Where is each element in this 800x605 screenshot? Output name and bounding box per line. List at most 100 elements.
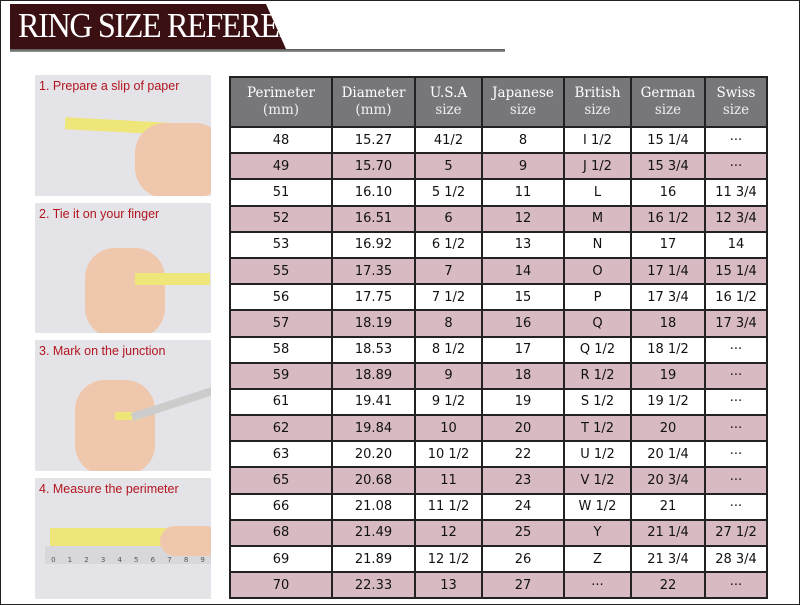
step-label: 3. Mark on the junction (39, 344, 166, 358)
table-cell: W 1/2 (563, 492, 632, 521)
table-cell: 17 3/4 (630, 283, 706, 312)
table-cell: 20.68 (331, 466, 416, 495)
step-panel-1: 1. Prepare a slip of paper (35, 75, 211, 196)
table-body: 48 15.27 41/2 8 I 1/2 15 1/4 ··· 49 15.70 5 9 J 1/2… (229, 125, 768, 600)
table-cell: 15 (481, 283, 565, 312)
table-cell: 20 (481, 414, 565, 443)
table-cell: I 1/2 (563, 125, 632, 155)
column-header-unit: size (722, 102, 750, 118)
table-cell: 21.49 (331, 518, 416, 548)
table-cell: 19 (481, 387, 565, 417)
table-row: 69 21.89 12 1/2 26 Z 21 3/4 28 3/4 (229, 544, 768, 574)
table-cell: 48 (229, 125, 333, 155)
table-cell: 17 (481, 335, 565, 364)
table-cell: 18.89 (331, 361, 416, 390)
column-header: German size (630, 76, 706, 128)
table-cell: 12 1/2 (414, 544, 483, 574)
column-header-title: Swiss (716, 85, 756, 101)
column-header: Japanese size (481, 76, 565, 128)
ruler-tick: 8 (183, 556, 189, 564)
table-row: 65 20.68 11 23 V 1/2 20 3/4 ··· (229, 466, 768, 495)
title-banner (10, 4, 286, 49)
table-cell: 28 3/4 (704, 544, 768, 574)
table-cell: Z (563, 544, 632, 574)
table-cell: 19.84 (331, 414, 416, 443)
table-cell: 9 (414, 361, 483, 390)
table-cell: 58 (229, 335, 333, 364)
table-row: 52 16.51 6 12 M 16 1/2 12 3/4 (229, 204, 768, 233)
table-row: 58 18.53 8 1/2 17 Q 1/2 18 1/2 ··· (229, 335, 768, 364)
table-cell: 41/2 (414, 125, 483, 155)
ruler-tick: 3 (100, 556, 106, 564)
table-header-row: Perimeter (mm) Diameter (mm) U.S.A size Japane… (229, 76, 768, 128)
table-cell: 17 1/4 (630, 256, 706, 286)
column-header-title: Perimeter (247, 85, 315, 101)
table-cell: 15.27 (331, 125, 416, 155)
table-cell: P (563, 283, 632, 312)
step-label: 4. Measure the perimeter (39, 482, 179, 496)
table-cell: 5 (414, 152, 483, 181)
table-cell: 22 (481, 440, 565, 469)
table-cell: 20 3/4 (630, 466, 706, 495)
column-header-unit: size (584, 102, 611, 118)
table-cell: 62 (229, 414, 333, 443)
table-cell: 22 (630, 571, 706, 600)
step-panel-2: 2. Tie it on your finger (35, 203, 211, 333)
table-row: 63 20.20 10 1/2 22 U 1/2 20 1/4 ··· (229, 440, 768, 469)
table-cell: 15.70 (331, 152, 416, 181)
table-cell: ··· (704, 414, 768, 443)
table-cell: 16 (481, 309, 565, 338)
table-cell: 22.33 (331, 571, 416, 600)
table-row: 62 19.84 10 20 T 1/2 20 ··· (229, 414, 768, 443)
table-cell: 23 (481, 466, 565, 495)
ring-size-table: Perimeter (mm) Diameter (mm) U.S.A size Japane… (229, 76, 768, 600)
table-cell: 9 (481, 152, 565, 181)
step-panel-4: 4. Measure the perimeter 0 1 2 3 4 5 6 7 8 9 (35, 478, 211, 599)
column-header-unit: size (435, 102, 462, 118)
table-cell: 16.51 (331, 204, 416, 233)
table-row: 49 15.70 5 9 J 1/2 15 3/4 ··· (229, 152, 768, 181)
hand-image (75, 380, 155, 471)
table-row: 48 15.27 41/2 8 I 1/2 15 1/4 ··· (229, 125, 768, 155)
table-cell: T 1/2 (563, 414, 632, 443)
page-title: RING SIZE REFERENCE (18, 6, 340, 45)
table-cell: 15 1/4 (704, 256, 768, 286)
ruler-tick: 0 (51, 556, 56, 564)
table-cell: 18.19 (331, 309, 416, 338)
table-cell: 6 1/2 (414, 230, 483, 259)
table-cell: 18 (630, 309, 706, 338)
table-cell: 25 (481, 518, 565, 548)
table-cell: 9 1/2 (414, 387, 483, 417)
table-cell: 5 1/2 (414, 178, 483, 207)
column-header-title: U.S.A (429, 85, 468, 101)
table-cell: 26 (481, 544, 565, 574)
paper-strip (115, 412, 140, 420)
table-cell: N (563, 230, 632, 259)
table-cell: 18 1/2 (630, 335, 706, 364)
table-cell: 15 1/4 (630, 125, 706, 155)
column-header: British size (563, 76, 632, 128)
table-cell: 55 (229, 256, 333, 286)
table-cell: 17.35 (331, 256, 416, 286)
column-header: Swiss size (704, 76, 768, 128)
table-row: 68 21.49 12 25 Y 21 1/4 27 1/2 (229, 518, 768, 548)
table-cell: 16 1/2 (704, 283, 768, 312)
column-header-unit: size (509, 102, 537, 118)
table-cell: 16.92 (331, 230, 416, 259)
table-cell: S 1/2 (563, 387, 632, 417)
column-header: U.S.A size (414, 76, 483, 128)
table-cell: R 1/2 (563, 361, 632, 390)
table-cell: 69 (229, 544, 333, 574)
table-row: 70 22.33 13 27 ··· 22 ··· (229, 571, 768, 600)
table-row: 59 18.89 9 18 R 1/2 19 ··· (229, 361, 768, 390)
column-header: Perimeter (mm) (229, 76, 333, 128)
table-cell: 24 (481, 492, 565, 521)
column-header-unit: size (654, 102, 682, 118)
table-cell: ··· (704, 335, 768, 364)
table-cell: 13 (414, 571, 483, 600)
table-cell: ··· (704, 466, 768, 495)
step-label: 1. Prepare a slip of paper (39, 79, 180, 93)
table-cell: 8 (414, 309, 483, 338)
table-cell: 11 (481, 178, 565, 207)
column-header-title: German (640, 85, 696, 101)
